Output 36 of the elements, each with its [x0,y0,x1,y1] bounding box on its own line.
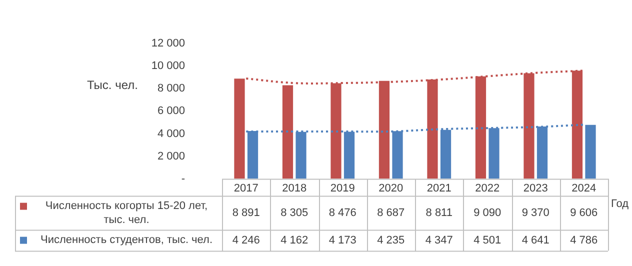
y-tick-label: 6 000 [157,105,185,118]
data-label: 4 162 [280,234,308,246]
legend-label: Численность когорты 15-20 лет, тыс. чел. [45,200,208,226]
data-label: 9 606 [570,206,598,219]
x-tick-label: 2022 [475,182,500,194]
data-label: 9 090 [474,206,502,219]
x-tick-label: 2020 [378,182,404,194]
y-axis-title: Тыс. чел. [87,78,138,92]
data-label: 9 370 [522,206,550,219]
data-label: 4 235 [377,234,405,246]
data-label: 4 347 [425,234,453,246]
y-tick-label: 10 000 [151,60,185,72]
data-label: 4 501 [474,234,502,246]
y-tick-label: 12 000 [151,38,185,50]
data-label: 8 687 [377,206,405,219]
data-label: 8 891 [232,206,260,219]
legend-label: Численность студентов, тыс. чел. [40,234,213,246]
x-tick-label: 2024 [572,182,596,194]
x-tick-label: 2023 [523,182,548,194]
y-tick-label: 2 000 [157,150,185,162]
x-axis-title: Год [611,198,630,210]
data-label: 8 305 [280,206,308,219]
x-tick-label: 2017 [234,182,258,194]
data-label: 4 173 [328,234,356,246]
data-label: 4 641 [522,234,550,246]
data-label: 8 476 [328,206,356,219]
y-tick-label: - [181,172,186,185]
y-tick-label: 4 000 [157,128,185,140]
data-label: 8 811 [426,206,452,219]
x-tick-label: 2018 [282,182,307,194]
data-label: 4 786 [570,234,598,246]
bar [585,124,596,179]
y-tick-label: 8 000 [157,82,185,95]
x-tick-label: 2019 [330,182,355,194]
x-tick-label: 2021 [426,182,452,194]
data-label: 4 246 [232,234,260,246]
